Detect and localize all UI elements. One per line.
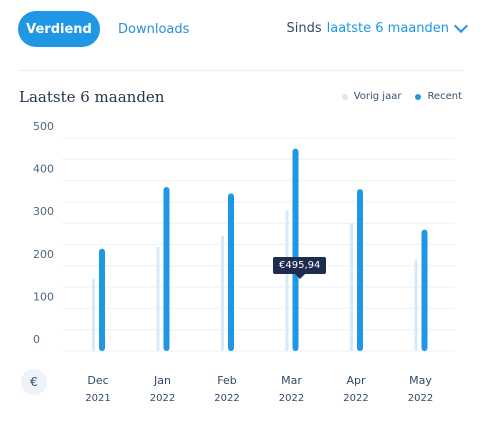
- x-tick-label: May: [409, 374, 432, 387]
- bar-recent: [99, 248, 105, 351]
- x-tick-year-label: 2022: [408, 393, 433, 404]
- x-tick-label: Mar: [281, 374, 302, 387]
- x-tick-year-label: 2022: [343, 393, 368, 404]
- tab-verdiend[interactable]: Verdiend: [18, 11, 100, 47]
- bar-recent: [228, 193, 234, 351]
- x-tick-label: Apr: [346, 374, 366, 387]
- legend-item-previous: Vorig jaar: [341, 91, 402, 102]
- y-tick-label: 0: [33, 333, 40, 346]
- period-prefix: Sinds: [286, 21, 322, 36]
- bar-recent: [357, 189, 363, 351]
- bar-recent: [163, 186, 170, 351]
- x-tick-label: Jan: [153, 374, 171, 387]
- period-value[interactable]: laatste 6 maanden: [326, 21, 449, 36]
- bar-previous: [156, 246, 160, 351]
- legend-dot-previous-icon: [341, 93, 348, 100]
- period-selector[interactable]: Sinds laatste 6 maanden: [286, 18, 469, 36]
- value-tooltip: €495,94: [273, 257, 327, 279]
- chart-legend: Vorig jaar Recent: [328, 91, 462, 102]
- legend-dot-recent-icon: [415, 93, 422, 100]
- bar-recent: [421, 229, 428, 351]
- bar-previous: [221, 235, 224, 351]
- divider: [18, 70, 464, 71]
- x-tick-year-label: 2022: [279, 393, 304, 404]
- bar-previous: [92, 278, 95, 351]
- earnings-tabs: Verdiend Downloads: [18, 11, 189, 47]
- legend-label-recent: Recent: [427, 91, 462, 102]
- x-tick-year-label: 2022: [214, 393, 239, 404]
- x-tick-label: Dec: [87, 374, 108, 387]
- bar-previous: [285, 210, 289, 351]
- currency-button[interactable]: €: [21, 369, 47, 395]
- chart-title: Laatste 6 maanden: [19, 88, 165, 106]
- y-tick-label: 500: [33, 120, 54, 133]
- legend-item-recent: Recent: [415, 91, 462, 102]
- bar-recent: [292, 148, 299, 351]
- y-tick-label: 300: [33, 205, 54, 218]
- x-tick-year-label: 2021: [85, 393, 110, 404]
- tab-downloads[interactable]: Downloads: [118, 21, 190, 37]
- bar-previous: [350, 223, 353, 351]
- y-tick-label: 200: [33, 248, 54, 261]
- x-tick-label: Feb: [217, 374, 236, 387]
- x-tick-year-label: 2022: [150, 393, 175, 404]
- y-tick-label: 400: [33, 163, 54, 176]
- bar-previous: [414, 259, 418, 351]
- legend-label-previous: Vorig jaar: [353, 91, 402, 102]
- y-tick-label: 100: [33, 290, 54, 303]
